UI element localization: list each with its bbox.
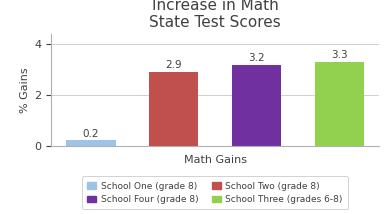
Bar bbox=[149, 72, 199, 146]
Text: 0.2: 0.2 bbox=[83, 129, 99, 139]
Text: 3.2: 3.2 bbox=[248, 53, 265, 63]
Bar bbox=[231, 65, 282, 146]
Title: Increase in Math
State Test Scores: Increase in Math State Test Scores bbox=[149, 0, 281, 30]
Legend: School One (grade 8), School Four (grade 8), School Two (grade 8), School Three : School One (grade 8), School Four (grade… bbox=[82, 176, 348, 210]
Text: 2.9: 2.9 bbox=[165, 60, 182, 70]
Y-axis label: % Gains: % Gains bbox=[20, 67, 30, 113]
Bar bbox=[66, 140, 115, 146]
Text: 3.3: 3.3 bbox=[331, 50, 348, 60]
Bar bbox=[315, 62, 364, 146]
X-axis label: Math Gains: Math Gains bbox=[183, 155, 247, 165]
